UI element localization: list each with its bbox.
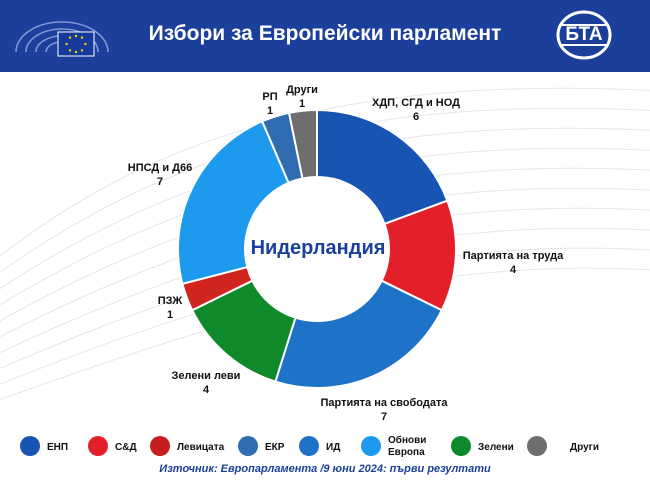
slice-label-value: 1: [298, 98, 306, 110]
legend-dot: [451, 436, 471, 456]
slice-label-name: Други: [286, 84, 318, 96]
legend-label: Други: [570, 442, 599, 453]
slice-label-rp: РП 1: [256, 90, 284, 118]
slice-label-value: 1: [266, 105, 274, 117]
slice-label-value: 7: [380, 411, 388, 423]
slice-label-value: 7: [156, 176, 164, 188]
slice-label-value: 4: [509, 264, 517, 276]
slice-label-freedom: Партията на свободата 7: [314, 396, 454, 424]
slice-label-hdp: ХДП, СГД и НОД 6: [366, 96, 466, 124]
legend-label: Зелени: [478, 442, 514, 453]
slice-label-labour: Партията на труда 4: [458, 249, 568, 277]
legend-label: ЕКР: [265, 442, 285, 453]
slice-label-name: Партията на свободата: [320, 397, 448, 409]
parliament-logo-icon: [15, 21, 109, 57]
slice-label-value: 4: [202, 384, 210, 396]
slice-label-name: ХДП, СГД и НОД: [372, 97, 460, 109]
slice-label-value: 1: [166, 309, 174, 321]
logo-text: БТА: [565, 24, 603, 45]
slice-label-name: ПЗЖ: [157, 295, 183, 307]
legend-dot: [150, 436, 170, 456]
legend-label: Обнови Европа: [388, 435, 426, 459]
slice-label-pzh: ПЗЖ 1: [148, 294, 192, 322]
legend-dot: [20, 436, 40, 456]
donut-slice: [177, 119, 290, 286]
globe-icon: [556, 10, 612, 60]
legend-label: ИД: [326, 442, 341, 453]
slice-label-value: 6: [412, 111, 420, 123]
legend-label-line: Европа: [388, 447, 425, 458]
slice-label-name: НПСД и Д66: [127, 162, 193, 174]
bta-logo: БТА: [556, 10, 612, 60]
page-title: Избори за Европейски парламент: [148, 22, 502, 45]
chart-center-label: Нидерландия: [250, 237, 386, 259]
source-note: Източник: Европарламента /9 юни 2024: пъ…: [159, 463, 491, 475]
legend: ЕНП С&Д Левицата ЕКР ИД Обнови Европа Зе…: [0, 432, 650, 462]
slice-label-name: Партията на труда: [462, 250, 564, 262]
slice-label-name: РП: [262, 91, 278, 103]
header-bar: Избори за Европейски парламент БТА: [0, 0, 650, 72]
legend-label-line: Обнови: [388, 435, 427, 446]
slice-label-name: Зелени леви: [171, 370, 241, 382]
legend-label: ЕНП: [47, 442, 69, 453]
slice-label-other: Други 1: [282, 83, 322, 111]
legend-dot: [527, 436, 547, 456]
legend-label: Левицата: [177, 442, 225, 453]
legend-dot: [299, 436, 319, 456]
legend-dot: [238, 436, 258, 456]
legend-label: С&Д: [115, 442, 137, 453]
slice-label-greenleft: Зелени леви 4: [166, 369, 246, 397]
donut-hole: [245, 177, 389, 321]
slice-label-npsd: НПСД и Д66 7: [122, 161, 198, 189]
legend-dot: [88, 436, 108, 456]
legend-dot: [361, 436, 381, 456]
